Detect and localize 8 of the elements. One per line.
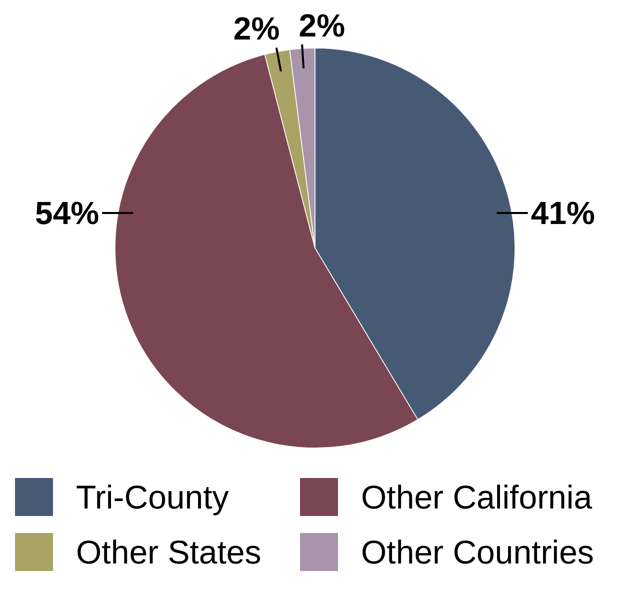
data-label: 2% (298, 7, 346, 44)
data-label: 54% (35, 195, 100, 231)
legend-label: Other Countries (361, 534, 594, 570)
data-label: 2% (233, 10, 280, 47)
legend-label: Other States (76, 534, 262, 570)
data-label: 41% (530, 195, 595, 231)
legend-label: Other California (361, 478, 593, 516)
legend-label: Tri-County (76, 478, 230, 516)
